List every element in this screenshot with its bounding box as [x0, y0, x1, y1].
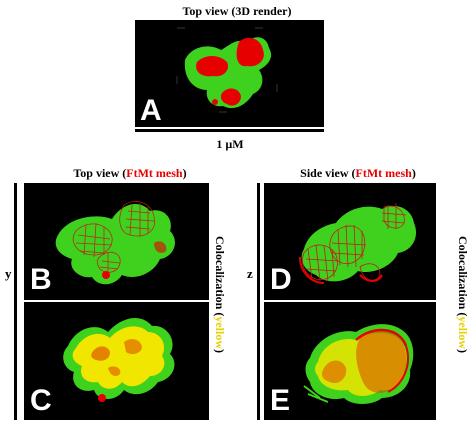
panel-e-image: E	[264, 302, 436, 420]
panel-b-render	[55, 201, 175, 285]
panel-e-render	[303, 324, 414, 404]
panel-e-letter: E	[270, 384, 291, 417]
panel-d-image: D	[264, 183, 436, 300]
left-y-axis-label: y	[5, 266, 12, 281]
right-z-axis-bar	[257, 183, 260, 420]
panel-b-image: B	[24, 183, 209, 300]
left-y-axis-bar	[14, 183, 17, 420]
scale-bar-label: 1 µM	[216, 137, 244, 151]
panel-d-render	[299, 203, 417, 284]
panel-a-title: Top view (3D render)	[182, 4, 292, 18]
right-colocalization-label: Colocalization (yellow)	[456, 236, 470, 353]
right-group-title: Side view (FtMt mesh)	[300, 166, 416, 180]
panel-a-image: A	[135, 20, 324, 127]
panel-c-image: C	[24, 302, 209, 420]
left-colocalization-label: Colocalization (yellow)	[213, 236, 227, 353]
panel-a-render	[176, 27, 278, 113]
scale-bar	[135, 129, 324, 132]
panel-c-letter: C	[30, 384, 52, 417]
panel-a-letter: A	[140, 94, 162, 127]
panel-b-letter: B	[30, 263, 52, 296]
panel-d-letter: D	[270, 263, 292, 296]
right-z-axis-label: z	[247, 266, 253, 281]
panel-c-render	[63, 318, 175, 402]
left-group-title: Top view (FtMt mesh)	[73, 166, 187, 180]
